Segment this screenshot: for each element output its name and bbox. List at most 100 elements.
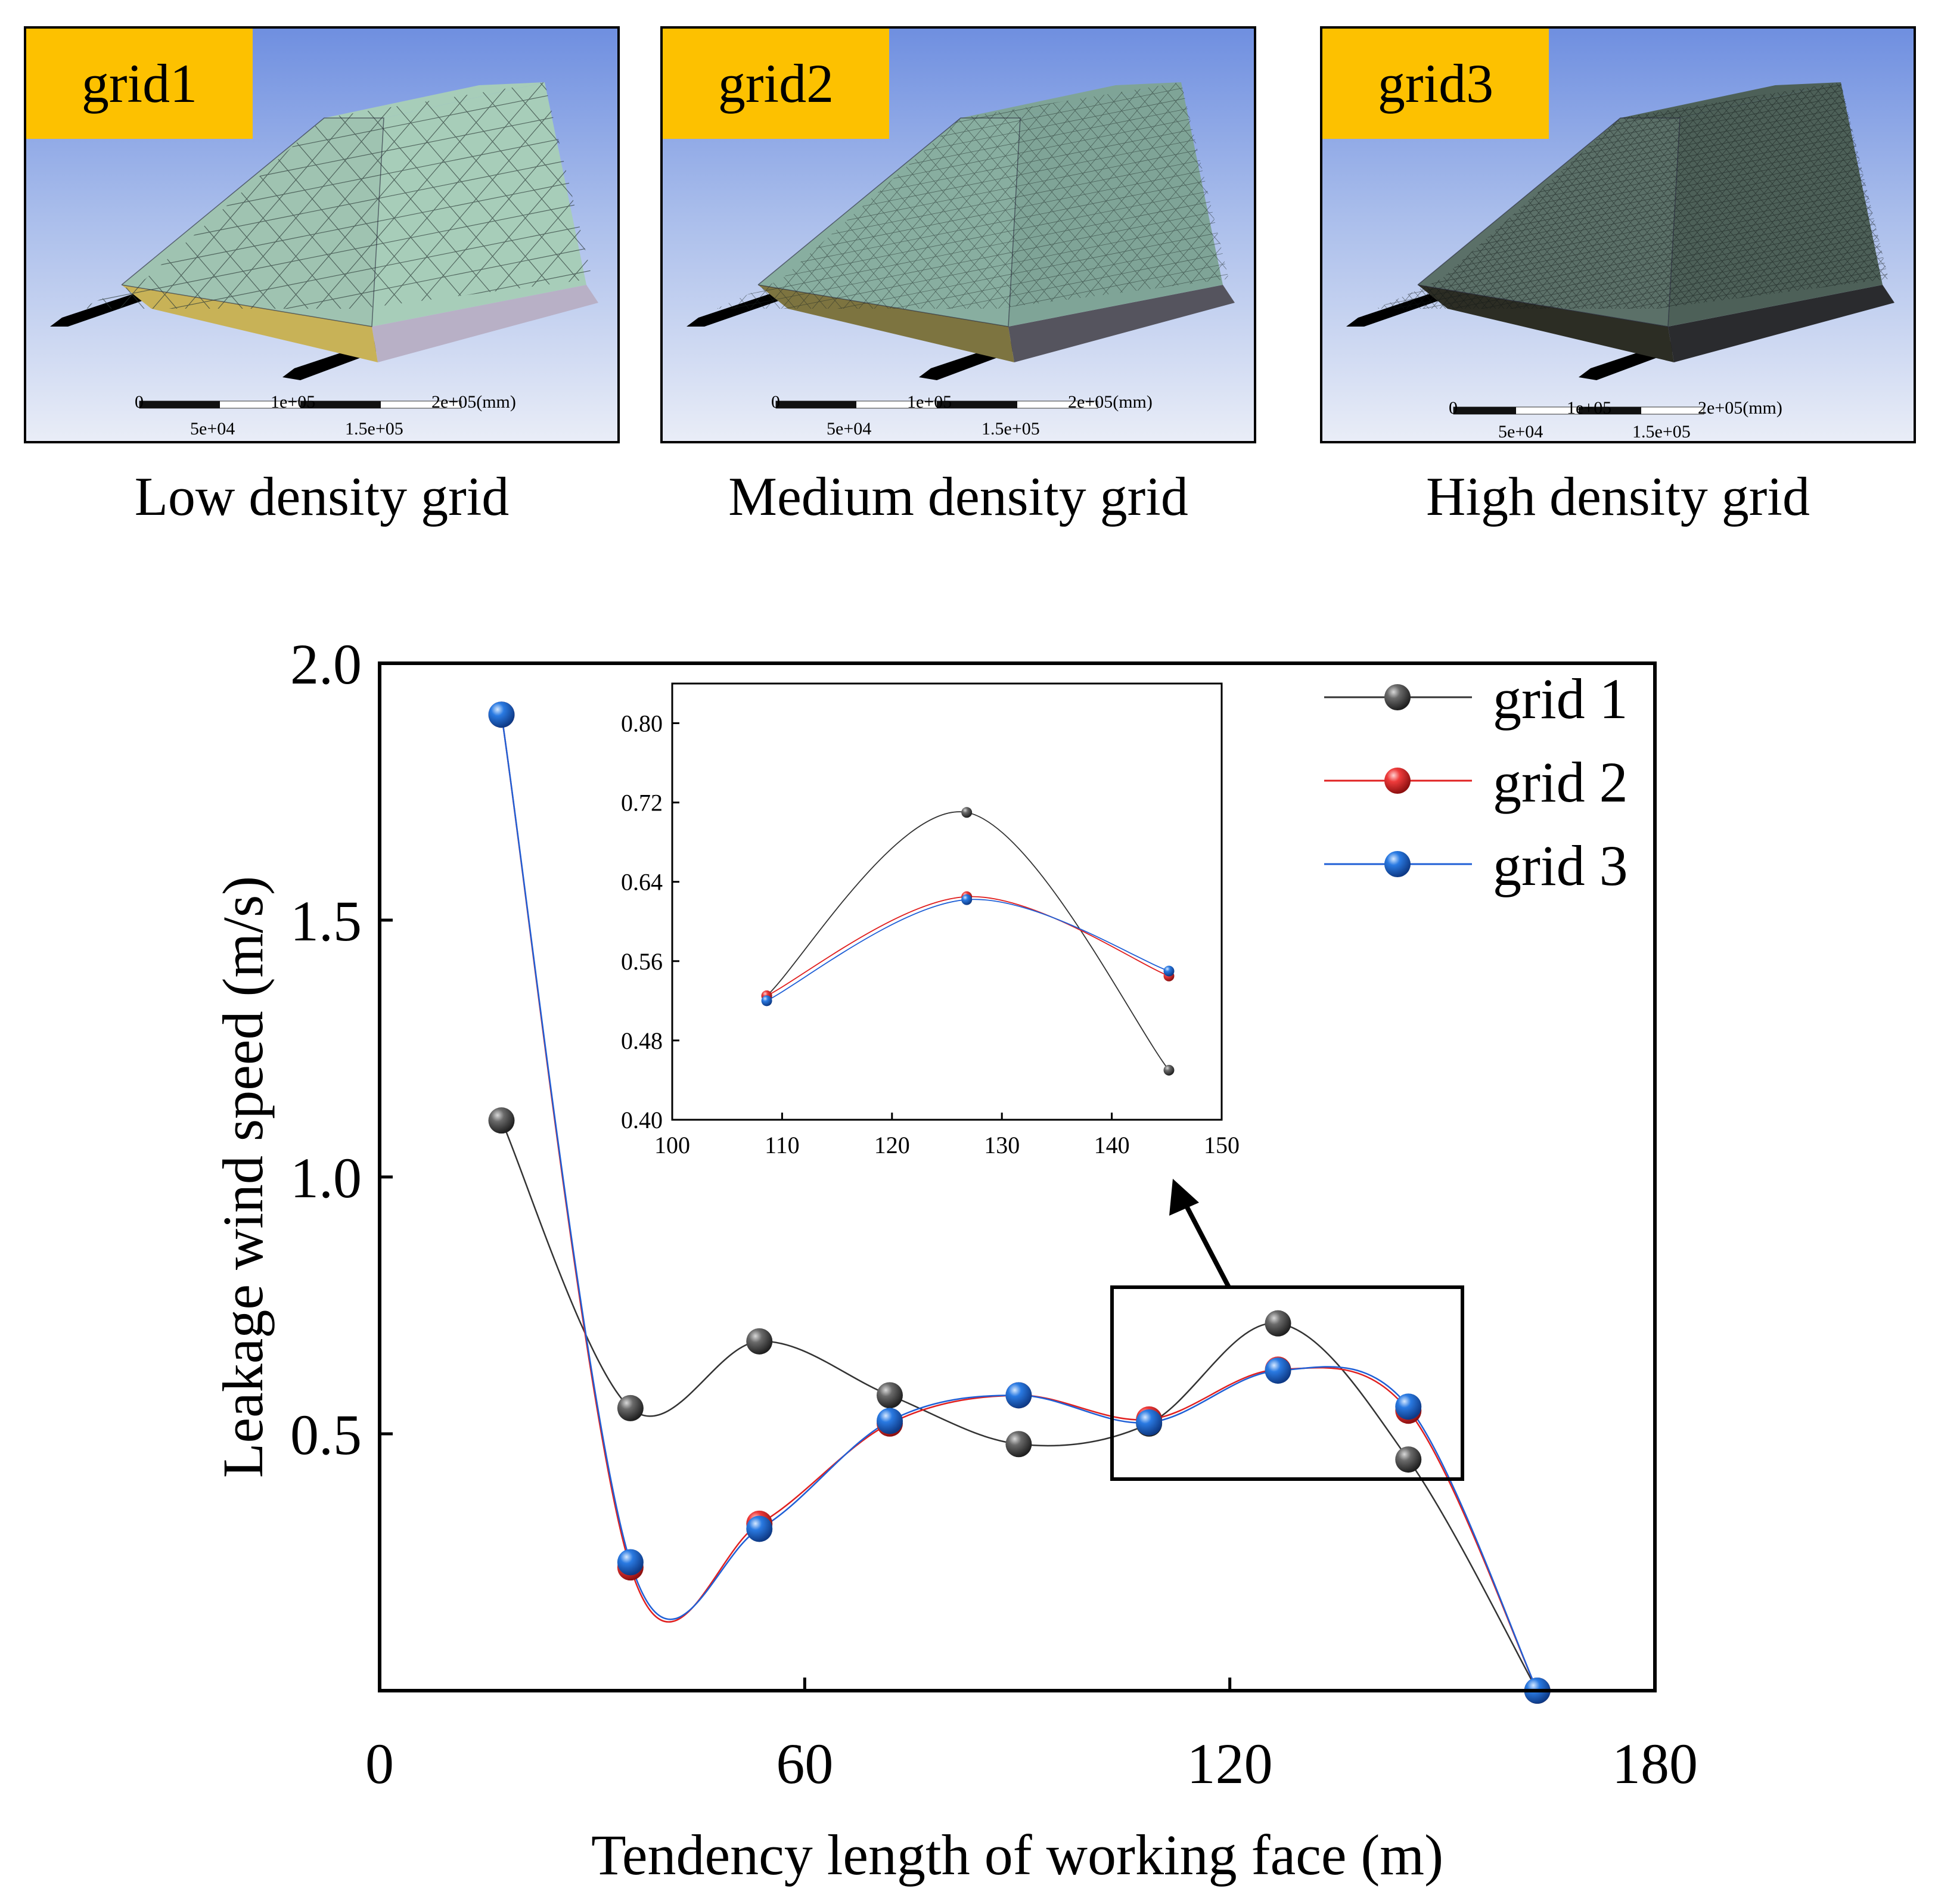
mesh-line (1082, 82, 1229, 309)
inset-y-tick-label: 0.48 (621, 1027, 663, 1054)
mesh-line (1747, 82, 1889, 309)
mesh-panel-grid2: grid2 0 1e+05 2e+05(mm) 5e+04 1.5e+05 (660, 26, 1256, 443)
mesh-line (1630, 82, 1889, 309)
data-point-grid1 (1265, 1310, 1291, 1337)
scale-bar-segment (1453, 407, 1516, 414)
mesh-line (166, 82, 524, 309)
caption-high-density: High density grid (1426, 466, 1810, 527)
scale-label: 1e+05 (1567, 398, 1612, 418)
data-point-grid1 (617, 1394, 644, 1421)
mesh-line (1772, 82, 1889, 309)
inset-y-tick-label: 0.64 (621, 869, 663, 896)
mesh-line (942, 82, 1229, 309)
scale-label: 0 (1449, 398, 1458, 418)
mesh-line (1764, 82, 1889, 309)
mesh-line (716, 192, 1229, 309)
mesh-line (1376, 256, 1889, 309)
inset-x-tick-label: 140 (1094, 1132, 1130, 1158)
mesh-line (80, 218, 592, 309)
mesh-line (989, 82, 1229, 309)
y-tick-label: 2.0 (290, 632, 362, 696)
legend-marker-grid2 (1384, 768, 1411, 794)
mesh-line (1739, 82, 1889, 309)
inset-y-tick-label: 0.80 (621, 710, 663, 737)
scale-bar-segment (1579, 407, 1641, 414)
mesh-line (973, 82, 1229, 309)
zoom-arrowhead (1169, 1179, 1199, 1216)
x-axis-label: Tendency length of working face (m) (591, 1823, 1443, 1887)
mesh-edge (1417, 117, 1681, 327)
mesh-line (1376, 244, 1889, 309)
mesh-line (1656, 82, 1889, 309)
scale-label: 5e+04 (827, 419, 872, 439)
scale-label: 2e+05(mm) (1698, 398, 1782, 418)
mesh-rail (50, 288, 157, 327)
data-point-grid3 (617, 1549, 644, 1576)
mesh-line (198, 82, 557, 309)
mesh-line (1489, 82, 1847, 309)
legend-marker-grid1 (1384, 684, 1411, 710)
mesh-face-left (122, 118, 384, 327)
mesh-line (297, 82, 592, 309)
mesh-line (1113, 82, 1229, 309)
mesh-line (1464, 82, 1822, 309)
data-point-grid3 (746, 1515, 773, 1542)
mesh-line (1756, 82, 1889, 309)
mesh-line (818, 82, 1177, 309)
mesh-line (1376, 192, 1889, 309)
data-point-grid1 (1395, 1446, 1422, 1473)
mesh-line (1097, 82, 1229, 309)
mesh-line (1004, 82, 1229, 309)
inset-x-tick-label: 100 (654, 1132, 690, 1158)
mesh-skirt-right (1668, 285, 1894, 362)
mesh-edge (121, 117, 384, 327)
inset-x-tick-label: 130 (984, 1132, 1020, 1158)
data-point-grid1 (877, 1382, 903, 1409)
mesh-line (716, 203, 1229, 309)
mesh-face-top (324, 82, 545, 118)
mesh-line (1051, 82, 1229, 309)
scale-label: 1e+05 (271, 392, 316, 412)
mesh-line (1376, 226, 1889, 309)
panel-tag: grid1 (26, 29, 253, 139)
mesh-line (958, 82, 1229, 309)
y-tick-label: 0.5 (290, 1403, 362, 1467)
inset-frame (671, 682, 1223, 1121)
mesh-line (1597, 82, 1889, 309)
inset-y-tick-label: 0.72 (621, 790, 663, 816)
y-tick-label: 1.5 (290, 889, 362, 953)
mesh-line (865, 82, 1223, 309)
mesh-line (1035, 82, 1229, 309)
data-point-grid3 (877, 1408, 903, 1434)
scale-label: 5e+04 (190, 419, 235, 439)
caption-low-density: Low density grid (134, 466, 510, 527)
series-line-grid3 (501, 715, 1538, 1691)
mesh-line (1689, 82, 1889, 309)
mesh-skirt-left (1418, 285, 1674, 362)
mesh-line (1522, 82, 1881, 309)
mesh-line (716, 257, 1229, 309)
x-tick-label: 0 (365, 1732, 394, 1796)
mesh-line (803, 82, 1161, 309)
mesh-line (80, 241, 592, 309)
x-tick-label: 60 (776, 1732, 833, 1796)
mesh-line (1376, 215, 1889, 309)
mesh-line (1530, 82, 1889, 309)
mesh-line (1714, 82, 1889, 309)
mesh-line (716, 246, 1229, 309)
mesh-line (1639, 82, 1889, 309)
inset-x-tick-label: 120 (874, 1132, 910, 1158)
mesh-line (787, 82, 1146, 309)
y-tick-label: 1.0 (290, 1146, 362, 1210)
mesh-line (1664, 82, 1889, 309)
caption-medium-density: Medium density grid (728, 466, 1188, 527)
mesh-line (1472, 82, 1831, 309)
mesh-line (1376, 221, 1889, 309)
inset-y-tick-label: 0.56 (621, 948, 663, 975)
mesh-line (1697, 82, 1889, 309)
scale-bar-segment (300, 401, 381, 408)
mesh-line (395, 82, 592, 309)
mesh-face-top (961, 82, 1181, 118)
mesh-line (1020, 82, 1229, 309)
mesh-line (1722, 82, 1889, 309)
